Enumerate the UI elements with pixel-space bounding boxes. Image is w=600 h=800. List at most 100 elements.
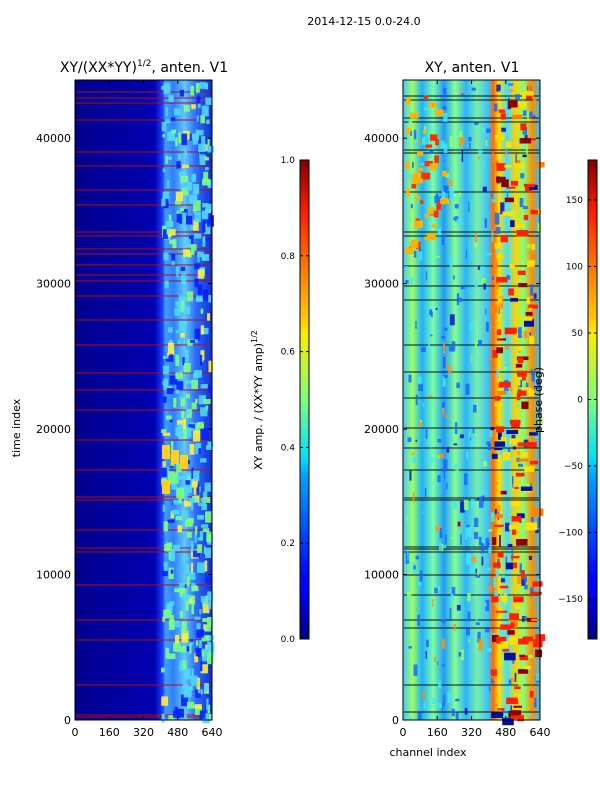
phase-texture-cell [413, 129, 417, 140]
amplitude-texture-cell [206, 119, 210, 125]
amplitude-texture-cell [201, 327, 209, 335]
phase-texture-cell [435, 307, 438, 311]
amplitude-texture-cell [191, 668, 194, 680]
phase-colorbar-tick-label: 50 [572, 329, 584, 339]
phase-texture-cell [430, 444, 432, 450]
phase-texture-cell [405, 280, 409, 284]
phase-texture-cell [478, 496, 484, 508]
phase-texture-cell [498, 109, 506, 113]
phase-texture-cell [505, 149, 508, 156]
phase-texture-cell [448, 346, 454, 352]
phase-texture-cell [501, 179, 509, 188]
phase-texture-cell [511, 210, 517, 217]
amplitude-texture-cell [178, 423, 181, 432]
amplitude-texture-cell [207, 656, 214, 665]
amplitude-texture-cell [186, 410, 190, 415]
phase-texture-cell [504, 165, 512, 168]
phase-texture-cell [415, 195, 421, 200]
phase-texture-cell [536, 674, 540, 681]
amplitude-texture-cell [197, 688, 201, 694]
amplitude-texture-cell [173, 499, 179, 505]
phase-texture-cell [488, 357, 490, 360]
amplitude-texture-cell [179, 396, 183, 401]
amplitude-texture-cell [179, 208, 185, 212]
phase-texture-cell [459, 87, 462, 96]
amplitude-texture-cell [165, 119, 171, 124]
amplitude-texture-cell [189, 643, 192, 654]
phase-texture-cell [468, 137, 472, 142]
phase-texture-cell [414, 451, 417, 455]
amplitude-texture-cell [192, 478, 198, 484]
phase-texture-cell [450, 537, 454, 540]
amplitude-texture-cell [182, 187, 189, 196]
phase-texture-cell [493, 562, 501, 568]
amplitude-texture-cell [186, 517, 194, 524]
phase-texture-cell [471, 556, 477, 563]
amplitude-texture-cell [178, 300, 185, 313]
phase-texture-cell [485, 140, 488, 147]
phase-texture-cell [496, 84, 501, 92]
amplitude-texture-cell [189, 598, 193, 603]
amplitude-texture-cell [187, 476, 190, 483]
phase-texture-cell [531, 618, 539, 621]
amplitude-texture-cell [190, 244, 197, 251]
phase-texture-cell [413, 250, 417, 258]
amplitude-texture-cell [207, 704, 211, 714]
phase-texture-cell [510, 298, 518, 302]
phase-texture-cell [530, 591, 542, 595]
phase-texture-cell [441, 619, 446, 624]
phase-texture-cell [482, 128, 485, 134]
phase-texture-cell [432, 697, 436, 705]
phase-texture-cell [440, 197, 445, 205]
amplitude-texture-cell [176, 213, 183, 223]
phase-texture-cell [533, 610, 536, 620]
phase-texture-cell [501, 658, 504, 664]
phase-texture-cell [508, 83, 514, 86]
phase-texture-cell [529, 332, 531, 336]
phase-texture-cell [535, 435, 538, 439]
amplitude-texture-cell [168, 228, 176, 236]
phase-texture-cell [424, 236, 429, 241]
amplitude-texture-cell [203, 398, 211, 405]
phase-texture-cell [496, 338, 507, 341]
phase-texture-cell [512, 476, 514, 485]
phase-texture-cell [411, 452, 414, 456]
phase-texture-cell [490, 305, 498, 314]
amplitude-texture-cell [206, 635, 214, 641]
phase-texture-cell [470, 499, 475, 509]
phase-texture-cell [443, 185, 449, 193]
phase-texture-cell [420, 163, 425, 166]
amplitude-colorbar-gradient [299, 159, 310, 640]
phase-texture-cell [512, 528, 517, 535]
amplitude-texture-cell [166, 387, 174, 395]
phase-texture-cell [417, 614, 421, 627]
phase-texture-cell [413, 664, 418, 676]
phase-texture-cell [530, 209, 539, 215]
amplitude-texture-cell [195, 82, 200, 93]
amplitude-texture-cell [162, 432, 171, 436]
phase-texture-cell [531, 372, 535, 382]
amplitude-texture-cell [180, 175, 189, 183]
phase-texture-cell [522, 636, 534, 641]
amplitude-texture-cell [182, 418, 186, 430]
phase-texture-cell [496, 276, 508, 283]
amplitude-texture-cell [167, 519, 175, 523]
phase-texture-cell [442, 376, 446, 387]
amplitude-texture-cell [175, 372, 183, 379]
phase-texture-cell [405, 247, 414, 255]
amplitude-texture-cell [188, 235, 194, 245]
phase-texture-cell [423, 95, 429, 101]
phase-texture-cell [471, 87, 476, 91]
phase-texture-cell [417, 167, 424, 171]
phase-texture-cell [453, 500, 457, 509]
phase-texture-cell [515, 472, 525, 477]
phase-texture-cell [463, 473, 468, 486]
phase-texture-cell [520, 379, 522, 389]
amplitude-texture-cell [199, 82, 207, 89]
phase-texture-cell [491, 596, 499, 603]
amplitude-texture-cell [174, 308, 182, 316]
amplitude-texture-cell [201, 524, 209, 528]
phase-texture-cell [437, 196, 442, 209]
phase-texture-cell [432, 224, 437, 228]
phase-texture-cell [429, 150, 434, 154]
